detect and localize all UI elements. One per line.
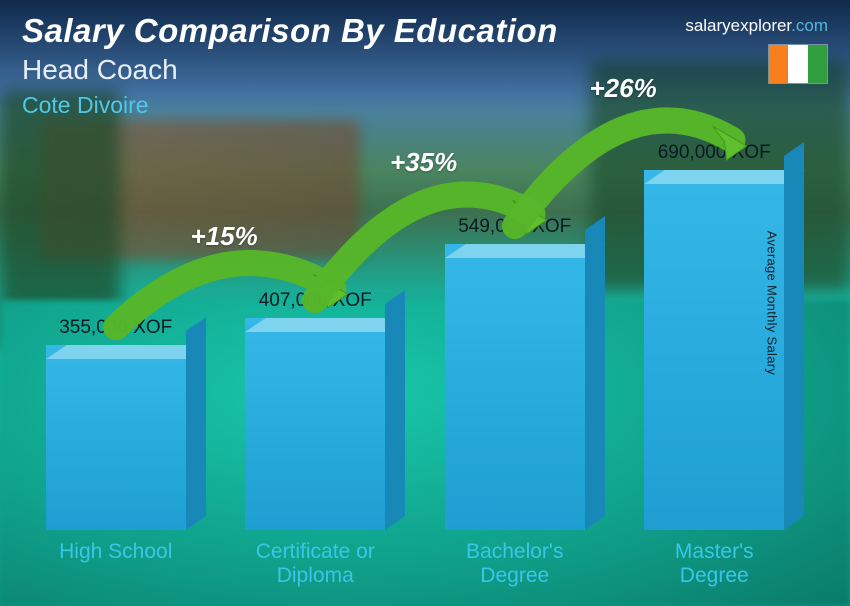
bar-wrap: [30, 345, 202, 530]
bar-side-face: [784, 142, 804, 530]
bar-front-face: [644, 170, 784, 530]
bar-column: 549,000 XOF Bachelor'sDegree: [429, 216, 601, 588]
country-name: Cote Divoire: [22, 92, 828, 119]
bar-side-face: [186, 317, 206, 530]
bar-category-label: Master'sDegree: [675, 540, 754, 588]
flag-icon: [768, 44, 828, 84]
bar-value-label: 690,000 XOF: [658, 142, 771, 164]
bar-side-face: [585, 216, 605, 530]
bar-chart: 355,000 XOF High School 407,000 XOF Certifi…: [30, 140, 800, 588]
bar-front-face: [245, 318, 385, 530]
bar-front-face: [445, 244, 585, 530]
bar-wrap: [230, 318, 402, 530]
brand-name: salaryexplorer: [685, 16, 791, 35]
bar-top-face: [245, 318, 406, 332]
bar-wrap: [429, 244, 601, 530]
bar-column: 407,000 XOF Certificate orDiploma: [230, 290, 402, 588]
flag-stripe-1: [769, 45, 788, 83]
y-axis-label: Average Monthly Salary: [764, 231, 779, 375]
bar-column: 355,000 XOF High School: [30, 317, 202, 588]
bar: [445, 244, 585, 530]
bar-category-label: Certificate orDiploma: [256, 540, 375, 588]
bar: [644, 170, 784, 530]
bar-top-face: [46, 345, 207, 359]
bar-top-face: [445, 244, 606, 258]
bar-value-label: 407,000 XOF: [259, 290, 372, 312]
bar-category-label: High School: [59, 540, 172, 588]
bar-front-face: [46, 345, 186, 530]
increase-percent-label: +35%: [390, 147, 457, 178]
brand-domain: .com: [791, 16, 828, 35]
flag-stripe-2: [788, 45, 807, 83]
bar-value-label: 355,000 XOF: [59, 317, 172, 339]
job-title: Head Coach: [22, 54, 828, 86]
bar: [46, 345, 186, 530]
bar: [245, 318, 385, 530]
bar-side-face: [385, 290, 405, 530]
brand-label: salaryexplorer.com: [685, 16, 828, 36]
bar-category-label: Bachelor'sDegree: [466, 540, 563, 588]
increase-percent-label: +15%: [191, 221, 258, 252]
flag-stripe-3: [808, 45, 827, 83]
bar-value-label: 549,000 XOF: [458, 216, 571, 238]
bar-top-face: [644, 170, 805, 184]
